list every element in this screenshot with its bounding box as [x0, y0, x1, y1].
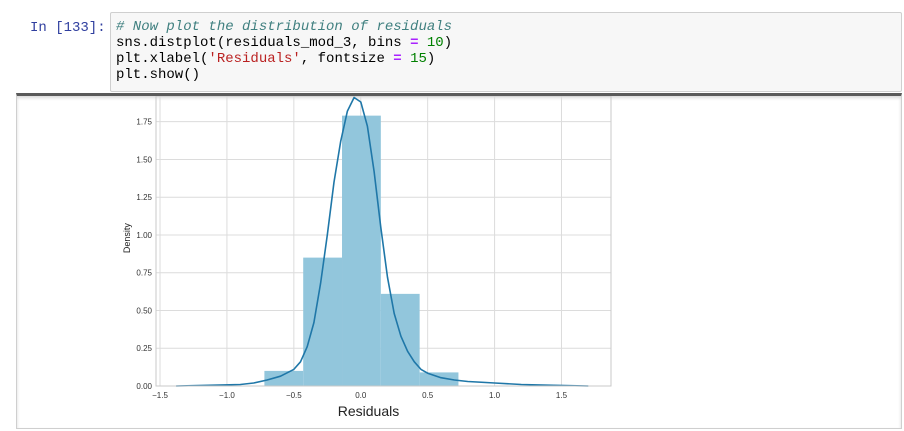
x-tick-label: 0.5 — [422, 391, 434, 400]
histogram-bar — [380, 293, 420, 386]
y-tick-label: 0.75 — [136, 269, 152, 278]
code-token: = — [410, 35, 419, 51]
code-token: 10 — [426, 35, 444, 51]
cell-prompt: In [133]: — [30, 20, 106, 36]
kde-curve-group — [176, 96, 589, 387]
code-token: # Now plot the distribution of residuals — [116, 19, 453, 35]
code-token: 'Residuals' — [208, 51, 301, 67]
code-token — [402, 51, 410, 67]
cell-output: −1.5 −1.0 −0.5 0.0 0.5 1.0 1.5 0.00 0.25 0.50 0.7… — [16, 93, 902, 429]
x-tick-label: 0.0 — [355, 391, 367, 400]
code-token: plt.xlabel( — [116, 51, 209, 67]
y-tick-label: 0.00 — [136, 382, 152, 391]
x-axis-label: Residuals — [338, 403, 399, 419]
x-tick-label: −0.5 — [286, 391, 302, 400]
grid-lines — [156, 96, 611, 387]
code-editor[interactable]: # Now plot the distribution of residuals… — [116, 19, 452, 83]
code-line: sns.distplot(residuals_mod_3, bins = 10) — [116, 35, 452, 51]
code-token — [418, 35, 426, 51]
code-token: ) — [443, 35, 453, 51]
code-line: plt.show() — [116, 67, 452, 83]
histogram-bar — [264, 370, 304, 386]
code-line: plt.xlabel('Residuals', fontsize = 15) — [116, 51, 452, 67]
code-token: , fontsize — [300, 51, 394, 67]
histogram-bars — [264, 115, 459, 387]
y-tick-labels: 0.00 0.25 0.50 0.75 1.00 1.25 1.50 1.75 — [136, 118, 152, 391]
code-token: = — [393, 51, 402, 67]
histogram-bar — [303, 257, 343, 386]
y-tick-label: 1.75 — [136, 118, 152, 127]
y-tick-label: 1.50 — [136, 155, 152, 164]
kde-curve — [176, 96, 589, 387]
x-tick-label: −1.5 — [152, 391, 168, 400]
x-tick-label: −1.0 — [219, 391, 235, 400]
y-tick-label: 1.00 — [136, 231, 152, 240]
distribution-plot: −1.5 −1.0 −0.5 0.0 0.5 1.0 1.5 0.00 0.25 0.50 0.7… — [122, 96, 612, 419]
x-tick-label: 1.0 — [489, 391, 501, 400]
y-tick-label: 1.25 — [136, 193, 152, 202]
code-token: plt.show() — [116, 67, 201, 83]
x-tick-label: 1.5 — [556, 391, 568, 400]
code-token: ) — [426, 51, 436, 67]
histogram-bar — [419, 372, 459, 386]
code-token: 15 — [410, 51, 427, 67]
histogram-bar — [342, 115, 381, 387]
plot-frame — [155, 96, 612, 387]
y-axis-label: Density — [122, 223, 132, 254]
y-tick-label: 0.25 — [136, 344, 152, 353]
code-line: # Now plot the distribution of residuals — [116, 19, 452, 35]
code-token: sns.distplot(residuals_mod_3, bins — [116, 35, 411, 51]
x-tick-labels: −1.5 −1.0 −0.5 0.0 0.5 1.0 1.5 — [152, 391, 567, 400]
y-tick-label: 0.50 — [136, 306, 152, 315]
code-cell-input[interactable]: # Now plot the distribution of residuals… — [110, 12, 902, 92]
